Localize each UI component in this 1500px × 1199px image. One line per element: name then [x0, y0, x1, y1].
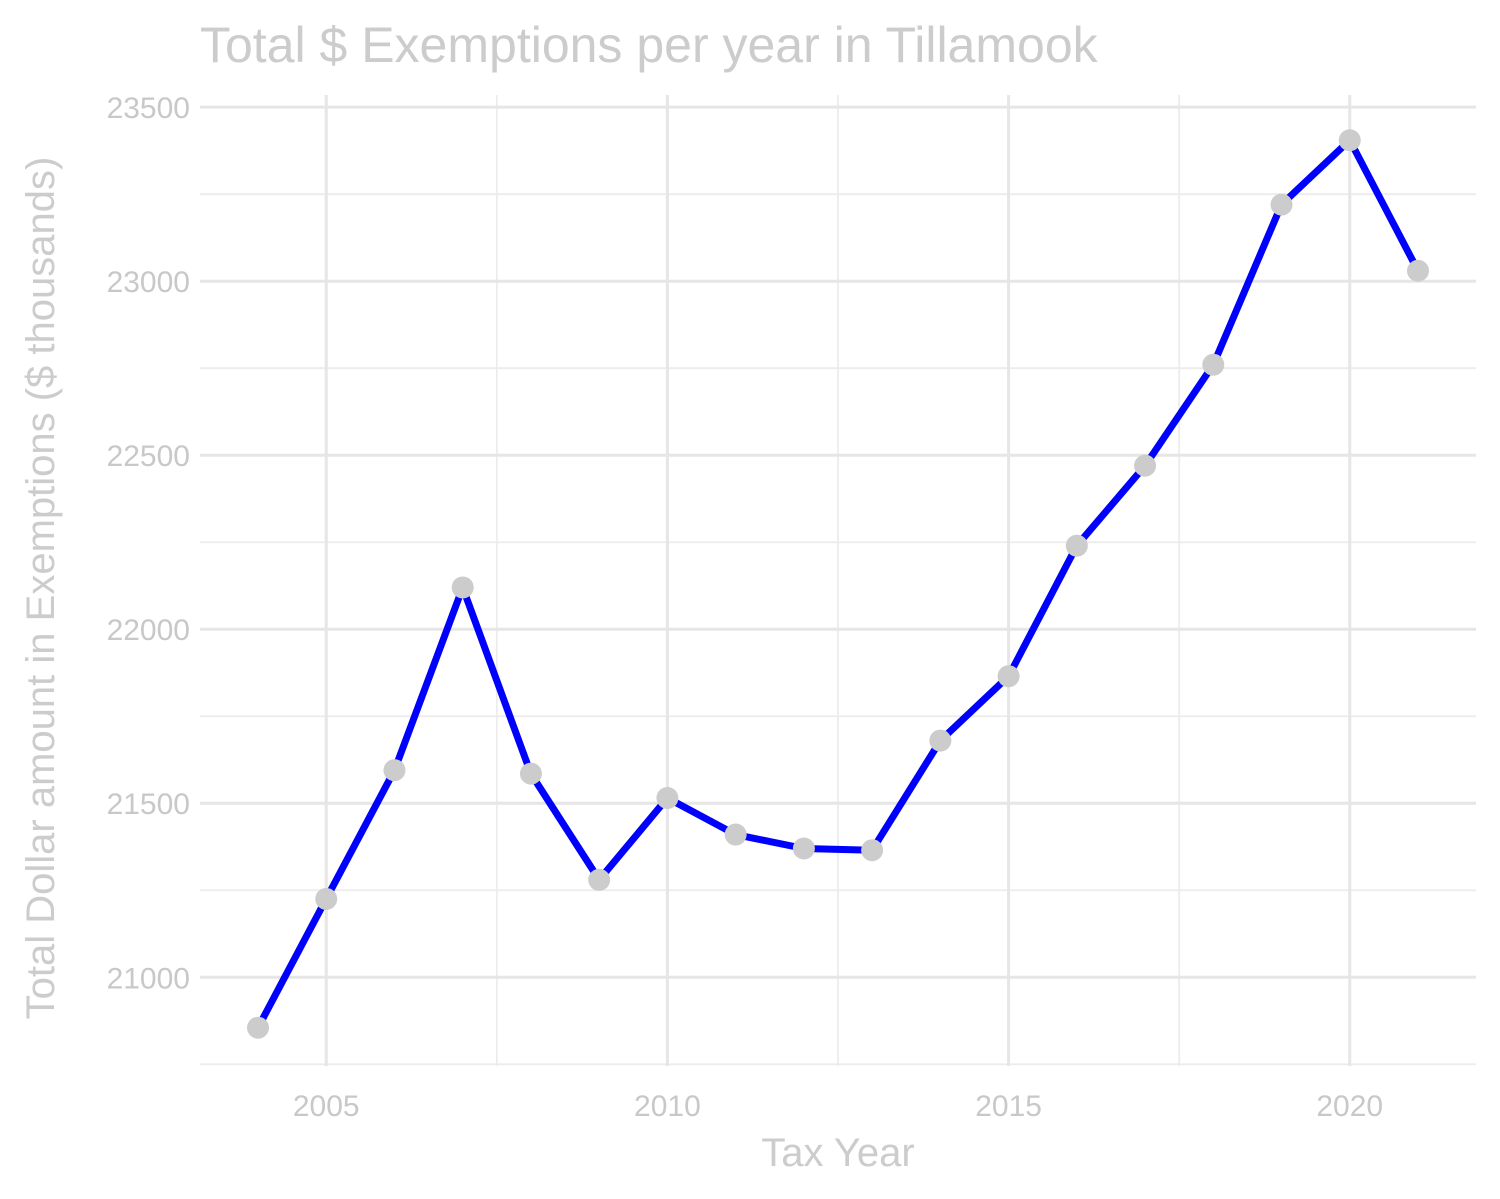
chart-title: Total $ Exemptions per year in Tillamook — [200, 17, 1099, 73]
minor-gridlines — [200, 95, 1476, 1066]
y-tick-label: 22000 — [107, 614, 190, 647]
x-tick-labels: 2005 2010 2015 2020 — [293, 1090, 1383, 1123]
data-point — [519, 762, 542, 785]
x-tick-label: 2020 — [1316, 1090, 1383, 1123]
data-point — [656, 787, 679, 810]
data-point — [997, 665, 1020, 688]
x-tick-label: 2010 — [634, 1090, 701, 1123]
y-tick-label: 23000 — [107, 266, 190, 299]
data-points — [247, 129, 1429, 1039]
data-point — [1270, 193, 1293, 216]
data-point — [1134, 454, 1157, 477]
data-point — [861, 839, 884, 862]
x-tick-label: 2015 — [975, 1090, 1042, 1123]
y-axis-title: Total Dollar amount in Exemptions ($ tho… — [19, 157, 63, 1020]
y-tick-labels: 21000 21500 22000 22500 23000 23500 — [107, 92, 190, 995]
data-point — [1202, 353, 1225, 376]
x-tick-label: 2005 — [293, 1090, 360, 1123]
data-point — [1407, 259, 1429, 282]
series-line — [254, 136, 1422, 1032]
data-point — [451, 576, 474, 599]
data-point — [588, 868, 611, 891]
series-group — [254, 136, 1422, 1032]
y-tick-label: 23500 — [107, 92, 190, 125]
x-axis-title: Tax Year — [761, 1131, 914, 1175]
data-point — [383, 759, 406, 782]
y-tick-label: 21500 — [107, 788, 190, 821]
major-gridlines — [200, 95, 1476, 1066]
data-point — [1065, 534, 1088, 557]
y-tick-label: 22500 — [107, 440, 190, 473]
data-point — [315, 887, 338, 910]
data-point — [792, 837, 815, 860]
y-tick-label: 21000 — [107, 962, 190, 995]
data-point — [724, 823, 747, 846]
data-point — [1338, 129, 1361, 152]
data-point — [929, 729, 952, 752]
data-point — [247, 1016, 269, 1039]
